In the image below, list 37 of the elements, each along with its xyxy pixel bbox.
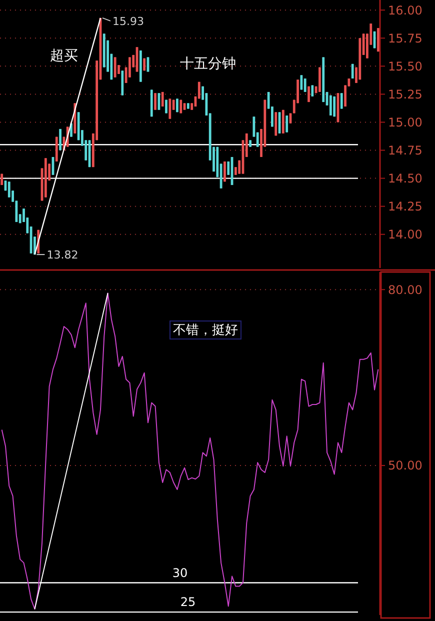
candlestick <box>274 112 278 136</box>
candlestick <box>180 99 182 114</box>
candlestick <box>304 78 306 92</box>
candlestick <box>351 64 354 79</box>
y-tick-label: 15.00 <box>388 115 422 130</box>
y-tick-label: 80.00 <box>388 282 422 297</box>
candlestick <box>340 92 343 110</box>
candlestick <box>8 181 10 198</box>
candlestick <box>158 92 160 110</box>
y-tick-label: 50.00 <box>388 458 422 473</box>
y-tick-label: 14.50 <box>388 171 422 186</box>
annotation: 15.93 <box>112 14 144 28</box>
y-tick-label: 15.25 <box>388 87 422 102</box>
candlestick <box>154 92 156 110</box>
candlestick <box>165 99 168 114</box>
y-tick-label: 14.25 <box>388 200 422 214</box>
candlestick <box>376 28 380 52</box>
candlestick <box>59 128 62 151</box>
annotation: 超买 <box>50 48 78 64</box>
annotation: 不错，挺好 <box>173 323 238 338</box>
candlestick <box>300 74 303 90</box>
y-tick-label: 15.75 <box>388 31 422 46</box>
y-tick-label: 15.50 <box>388 59 422 74</box>
y-tick-label: 14.75 <box>388 143 422 158</box>
candlestick <box>311 84 314 97</box>
annotation: 十五分钟 <box>180 56 236 72</box>
line-series <box>1 292 379 610</box>
y-tick-label: 14.00 <box>388 228 422 242</box>
ref-line-label: 30 <box>172 566 188 580</box>
candlestick <box>168 98 172 120</box>
annotation: 13.82 <box>46 248 78 262</box>
candlestick <box>282 109 284 134</box>
candlestick <box>286 115 288 133</box>
candlestick <box>176 98 178 113</box>
y-tick-label: 16.00 <box>388 3 422 18</box>
candlestick <box>114 56 116 78</box>
ref-line-label: 25 <box>180 595 196 610</box>
